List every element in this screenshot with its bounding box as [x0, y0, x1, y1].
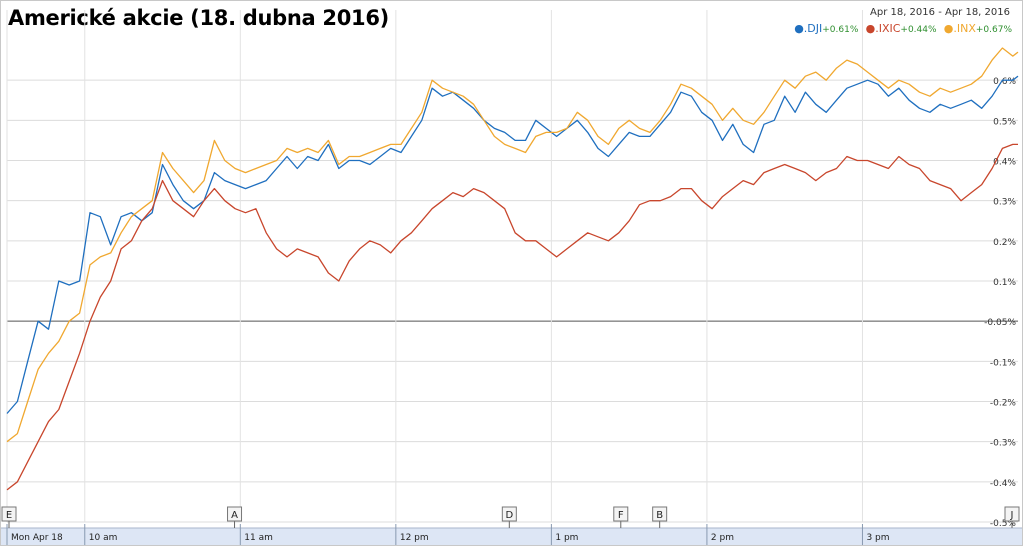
news-marker [613, 506, 629, 522]
series-line-ixic [6, 143, 1018, 491]
legend-name-dji: .DJI [803, 22, 823, 35]
news-marker [227, 506, 243, 522]
legend-name-ixic: .IXIC [875, 22, 901, 35]
y-tick-label: 0.5% [993, 117, 1016, 127]
news-marker-label: D [505, 510, 513, 521]
y-tick-label: -0.4% [990, 479, 1017, 489]
news-marker [501, 506, 517, 522]
time-axis-bar [1, 528, 1022, 545]
y-tick-label: 0.4% [993, 158, 1016, 168]
news-marker-label: J [1010, 510, 1014, 521]
y-tick-label: -0.5% [990, 519, 1017, 529]
chart-title: Americké akcie (18. dubna 2016) [8, 6, 389, 30]
news-marker-label: B [656, 510, 663, 521]
x-tick-label: 1 pm [555, 533, 578, 543]
legend-change-dji: +0.61% [822, 25, 859, 35]
y-tick-label: 0.1% [993, 278, 1016, 288]
legend-change-ixic: +0.44% [900, 25, 937, 35]
y-tick-label: -0.1% [990, 358, 1017, 368]
legend-dot-dji: ● [794, 22, 804, 35]
legend-change-inx: +0.67% [975, 25, 1012, 35]
x-tick-label: 3 pm [866, 533, 889, 543]
legend-dot-ixic: ● [865, 22, 876, 35]
x-tick-label: Mon Apr 18 [11, 533, 63, 543]
news-marker [652, 506, 668, 522]
legend-dot-inx: ● [943, 22, 954, 35]
legend-item-inx[interactable]: ●.INX+0.67% [943, 22, 1012, 35]
news-marker-label: F [618, 510, 624, 521]
y-tick-label: 0.2% [993, 238, 1016, 248]
news-marker [1004, 506, 1020, 522]
y-tick-label: 0.6% [993, 77, 1016, 87]
y-tick-label: -0.05% [984, 318, 1016, 328]
y-tick-label: 0.3% [993, 198, 1016, 208]
legend: ●.DJI+0.61% ●.IXIC+0.44% ●.INX+0.67% [790, 22, 1012, 35]
series-line-inx [6, 47, 1019, 443]
legend-item-dji[interactable]: ●.DJI+0.61% [794, 22, 861, 35]
news-marker-label: E [6, 510, 12, 521]
legend-name-inx: .INX [953, 22, 976, 35]
news-marker-label: A [231, 510, 238, 521]
series-line-dji [6, 75, 1019, 414]
y-tick-label: -0.2% [990, 399, 1017, 409]
legend-item-ixic[interactable]: ●.IXIC+0.44% [865, 22, 940, 35]
x-tick-label: 10 am [89, 533, 118, 543]
x-tick-label: 12 pm [400, 533, 429, 543]
x-tick-label: 11 am [244, 533, 273, 543]
y-tick-label: -0.3% [990, 439, 1017, 449]
date-range: Apr 18, 2016 - Apr 18, 2016 [870, 7, 1010, 18]
x-tick-label: 2 pm [711, 533, 734, 543]
news-marker [1, 506, 17, 522]
